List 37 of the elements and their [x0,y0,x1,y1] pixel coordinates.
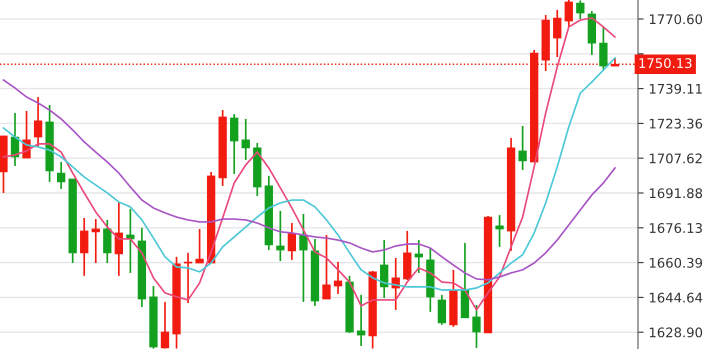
candlestick [92,218,100,264]
y-tick-label: 1707.62 [650,153,702,164]
candlestick [356,294,366,347]
candlestick [126,208,135,274]
candlestick [322,234,331,300]
candlestick [553,9,562,58]
candlestick [334,261,342,295]
candlestick [114,201,123,277]
candlestick [56,161,66,190]
y-tick-label: 1676.13 [650,223,702,234]
candlestick [472,304,481,349]
candlestick [103,219,112,264]
candlestick [160,301,170,349]
candlestick [80,217,88,277]
candlestick [599,26,608,71]
y-tick-label: 1723.36 [650,118,702,129]
y-tick-label: 1691.88 [650,188,702,198]
candlestick [380,239,388,299]
y-tick-label: 1739.11 [650,84,702,94]
candlestick [184,252,192,304]
candlestick [438,294,446,326]
candlestick [518,125,527,171]
candlestick [242,118,250,161]
y-tick-label: 1644.64 [650,292,702,303]
candlestick [288,222,296,261]
candlestick [495,214,504,248]
candlestick [230,113,238,175]
candlestick [195,228,204,264]
candlestick [576,0,584,20]
candlestick [414,239,423,274]
candlestick [34,96,42,148]
ref-line-label: 1750.13 [639,58,692,68]
y-tick-label: 1770.60 [650,14,702,24]
candlestick [564,0,573,28]
y-tick-label: 1660.39 [650,258,702,268]
y-tick-label: 1628.90 [650,327,702,338]
candlestick [276,210,285,262]
